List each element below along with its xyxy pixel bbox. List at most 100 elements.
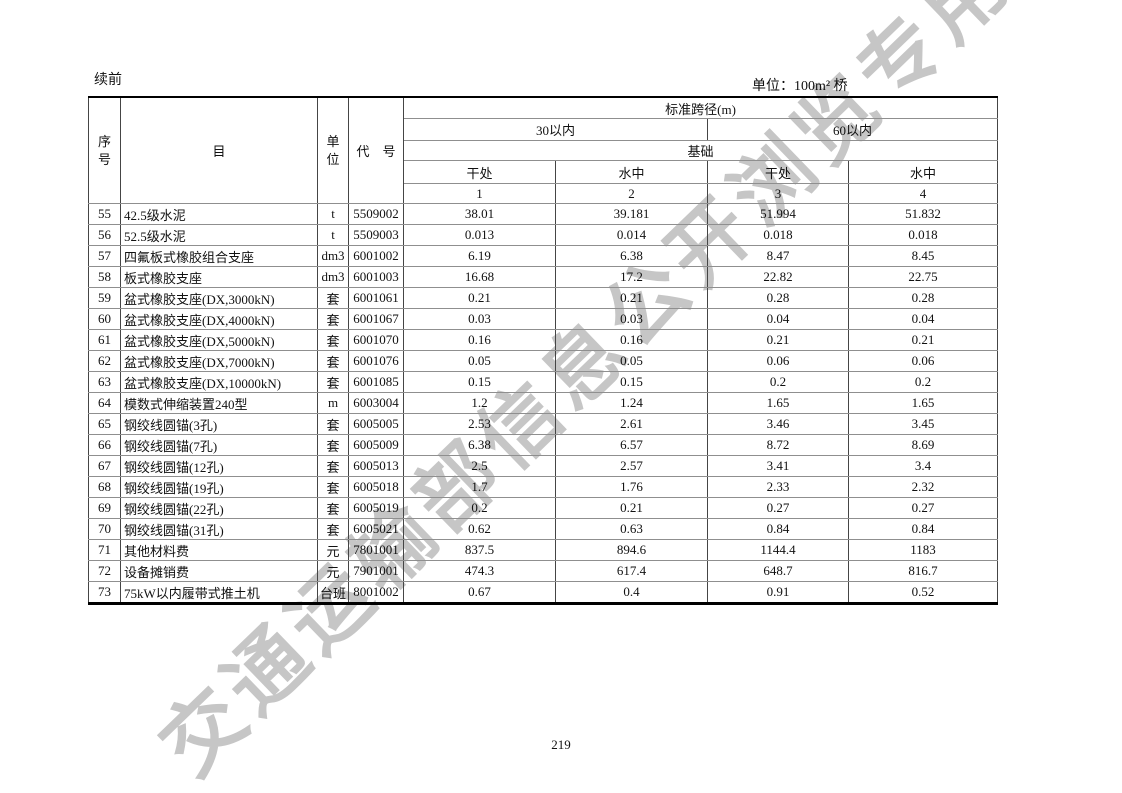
cell-unit: 套 [317,287,349,309]
cell-value-3: 0.2 [707,371,849,393]
cell-unit: t [317,224,349,246]
table-row: 73 75kW以内履带式推土机 台班 8001002 0.67 0.4 0.91 0.52 [88,581,999,604]
cell-seq: 56 [88,224,121,246]
cell-code: 5509003 [348,224,404,246]
header-foundation: 基础 [402,140,999,161]
unit-label: 单位：100m² 桥 [752,79,848,94]
cell-value-4: 0.2 [847,371,999,393]
cell-value-4: 0.84 [847,518,999,540]
cell-item: 四氟板式橡胶组合支座 [120,245,318,267]
cell-value-2: 0.63 [555,518,708,540]
cell-unit: 元 [317,539,349,561]
cell-value-2: 894.6 [555,539,708,561]
cell-code: 6001076 [348,350,404,372]
cell-value-3: 22.82 [707,266,849,288]
table-row: 67 钢绞线圆锚(12孔) 套 6005013 2.5 2.57 3.41 3.4 [88,455,999,477]
cell-value-2: 0.4 [555,581,708,604]
header-col-2: 2 [555,183,708,204]
cell-value-1: 0.21 [403,287,556,309]
header-item-label: 目 [212,144,226,159]
cell-item: 钢绞线圆锚(12孔) [120,455,318,477]
cell-code: 6001070 [348,329,404,351]
cell-value-4: 0.27 [847,497,999,519]
cell-value-4: 1183 [847,539,999,561]
cell-value-3: 0.27 [707,497,849,519]
cell-seq: 63 [88,371,121,393]
cell-value-4: 0.52 [847,581,999,604]
cell-code: 6005018 [348,476,404,498]
cell-code: 6005019 [348,497,404,519]
header-col-1: 1 [403,183,556,204]
cell-seq: 68 [88,476,121,498]
cell-value-1: 6.19 [403,245,556,267]
cell-item: 钢绞线圆锚(3孔) [120,413,318,435]
cell-value-3: 0.28 [707,287,849,309]
cell-seq: 66 [88,434,121,456]
cell-value-4: 22.75 [847,266,999,288]
cell-unit: dm3 [317,266,349,288]
cell-unit: 套 [317,476,349,498]
table-row: 55 42.5级水泥 t 5509002 38.01 39.181 51.994 51.832 [88,203,999,225]
table-row: 63 盆式橡胶支座(DX,10000kN) 套 6001085 0.15 0.15 0.2 0… [88,371,999,393]
cell-code: 6001061 [348,287,404,309]
cell-value-1: 0.62 [403,518,556,540]
cell-unit: m [317,392,349,414]
cell-value-1: 0.15 [403,371,556,393]
cell-value-4: 1.65 [847,392,999,414]
cell-code: 6005013 [348,455,404,477]
cell-code: 6001003 [348,266,404,288]
table-row: 68 钢绞线圆锚(19孔) 套 6005018 1.7 1.76 2.33 2.32 [88,476,999,498]
cell-seq: 67 [88,455,121,477]
table-row: 65 钢绞线圆锚(3孔) 套 6005005 2.53 2.61 3.46 3.45 [88,413,999,435]
cell-value-3: 0.04 [707,308,849,330]
cell-value-4: 3.4 [847,455,999,477]
cell-seq: 71 [88,539,121,561]
cell-value-1: 16.68 [403,266,556,288]
cell-value-2: 0.03 [555,308,708,330]
continued-label: 续前 [94,73,122,88]
cell-seq: 69 [88,497,121,519]
cell-seq: 55 [88,203,121,225]
cell-value-3: 0.06 [707,350,849,372]
cell-code: 6001085 [348,371,404,393]
cell-value-4: 0.018 [847,224,999,246]
cell-code: 6005005 [348,413,404,435]
cell-value-2: 39.181 [555,203,708,225]
header-span-60: 60以内 [706,118,999,141]
cell-seq: 73 [88,581,121,604]
header-code: 代 号 [348,96,404,204]
cell-value-1: 837.5 [403,539,556,561]
header-unit: 单位 [317,96,349,204]
header-item: 目 [120,96,318,204]
cell-unit: 套 [317,371,349,393]
cell-value-1: 474.3 [403,560,556,582]
header-seq-label: 序号 [97,133,111,167]
cell-value-4: 0.06 [847,350,999,372]
cell-code: 6005021 [348,518,404,540]
cell-seq: 65 [88,413,121,435]
header-span-title: 标准跨径(m) [402,96,999,119]
cell-unit: 套 [317,350,349,372]
cell-item: 钢绞线圆锚(7孔) [120,434,318,456]
cell-value-2: 6.57 [555,434,708,456]
table-row: 71 其他材料费元 7801001 837.5 894.6 1144.4 1183 [88,539,999,561]
table-row: 64 模数式伸缩装置240型 m 6003004 1.2 1.24 1.65 1.65 [88,392,999,414]
header-unit-label: 单位 [326,133,340,167]
table-row: 57 四氟板式橡胶组合支座 dm3 6001002 6.19 6.38 8.47 8.45 [88,245,999,267]
table-row: 69 钢绞线圆锚(22孔) 套 6005019 0.2 0.21 0.27 0.27 [88,497,999,519]
cell-value-2: 0.05 [555,350,708,372]
cell-item: 钢绞线圆锚(22孔) [120,497,318,519]
header-col-3: 3 [707,183,849,204]
cell-item: 盆式橡胶支座(DX,3000kN) [120,287,318,309]
cell-value-3: 0.018 [707,224,849,246]
cell-value-1: 0.16 [403,329,556,351]
table-row: 62 盆式橡胶支座(DX,7000kN) 套 6001076 0.05 0.05 0.06 0… [88,350,999,372]
table-row: 72 设备摊销费元 7901001 474.3 617.4 648.7 816.7 [88,560,999,582]
cell-item: 盆式橡胶支座(DX,10000kN) [120,371,318,393]
cell-value-3: 51.994 [707,203,849,225]
cell-value-2: 2.57 [555,455,708,477]
cell-value-4: 2.32 [847,476,999,498]
table-body: 55 42.5级水泥 t 5509002 38.01 39.181 51.994 51.832… [88,203,999,604]
cell-item: 75kW以内履带式推土机 [120,581,318,604]
cell-item: 42.5级水泥 [120,203,318,225]
